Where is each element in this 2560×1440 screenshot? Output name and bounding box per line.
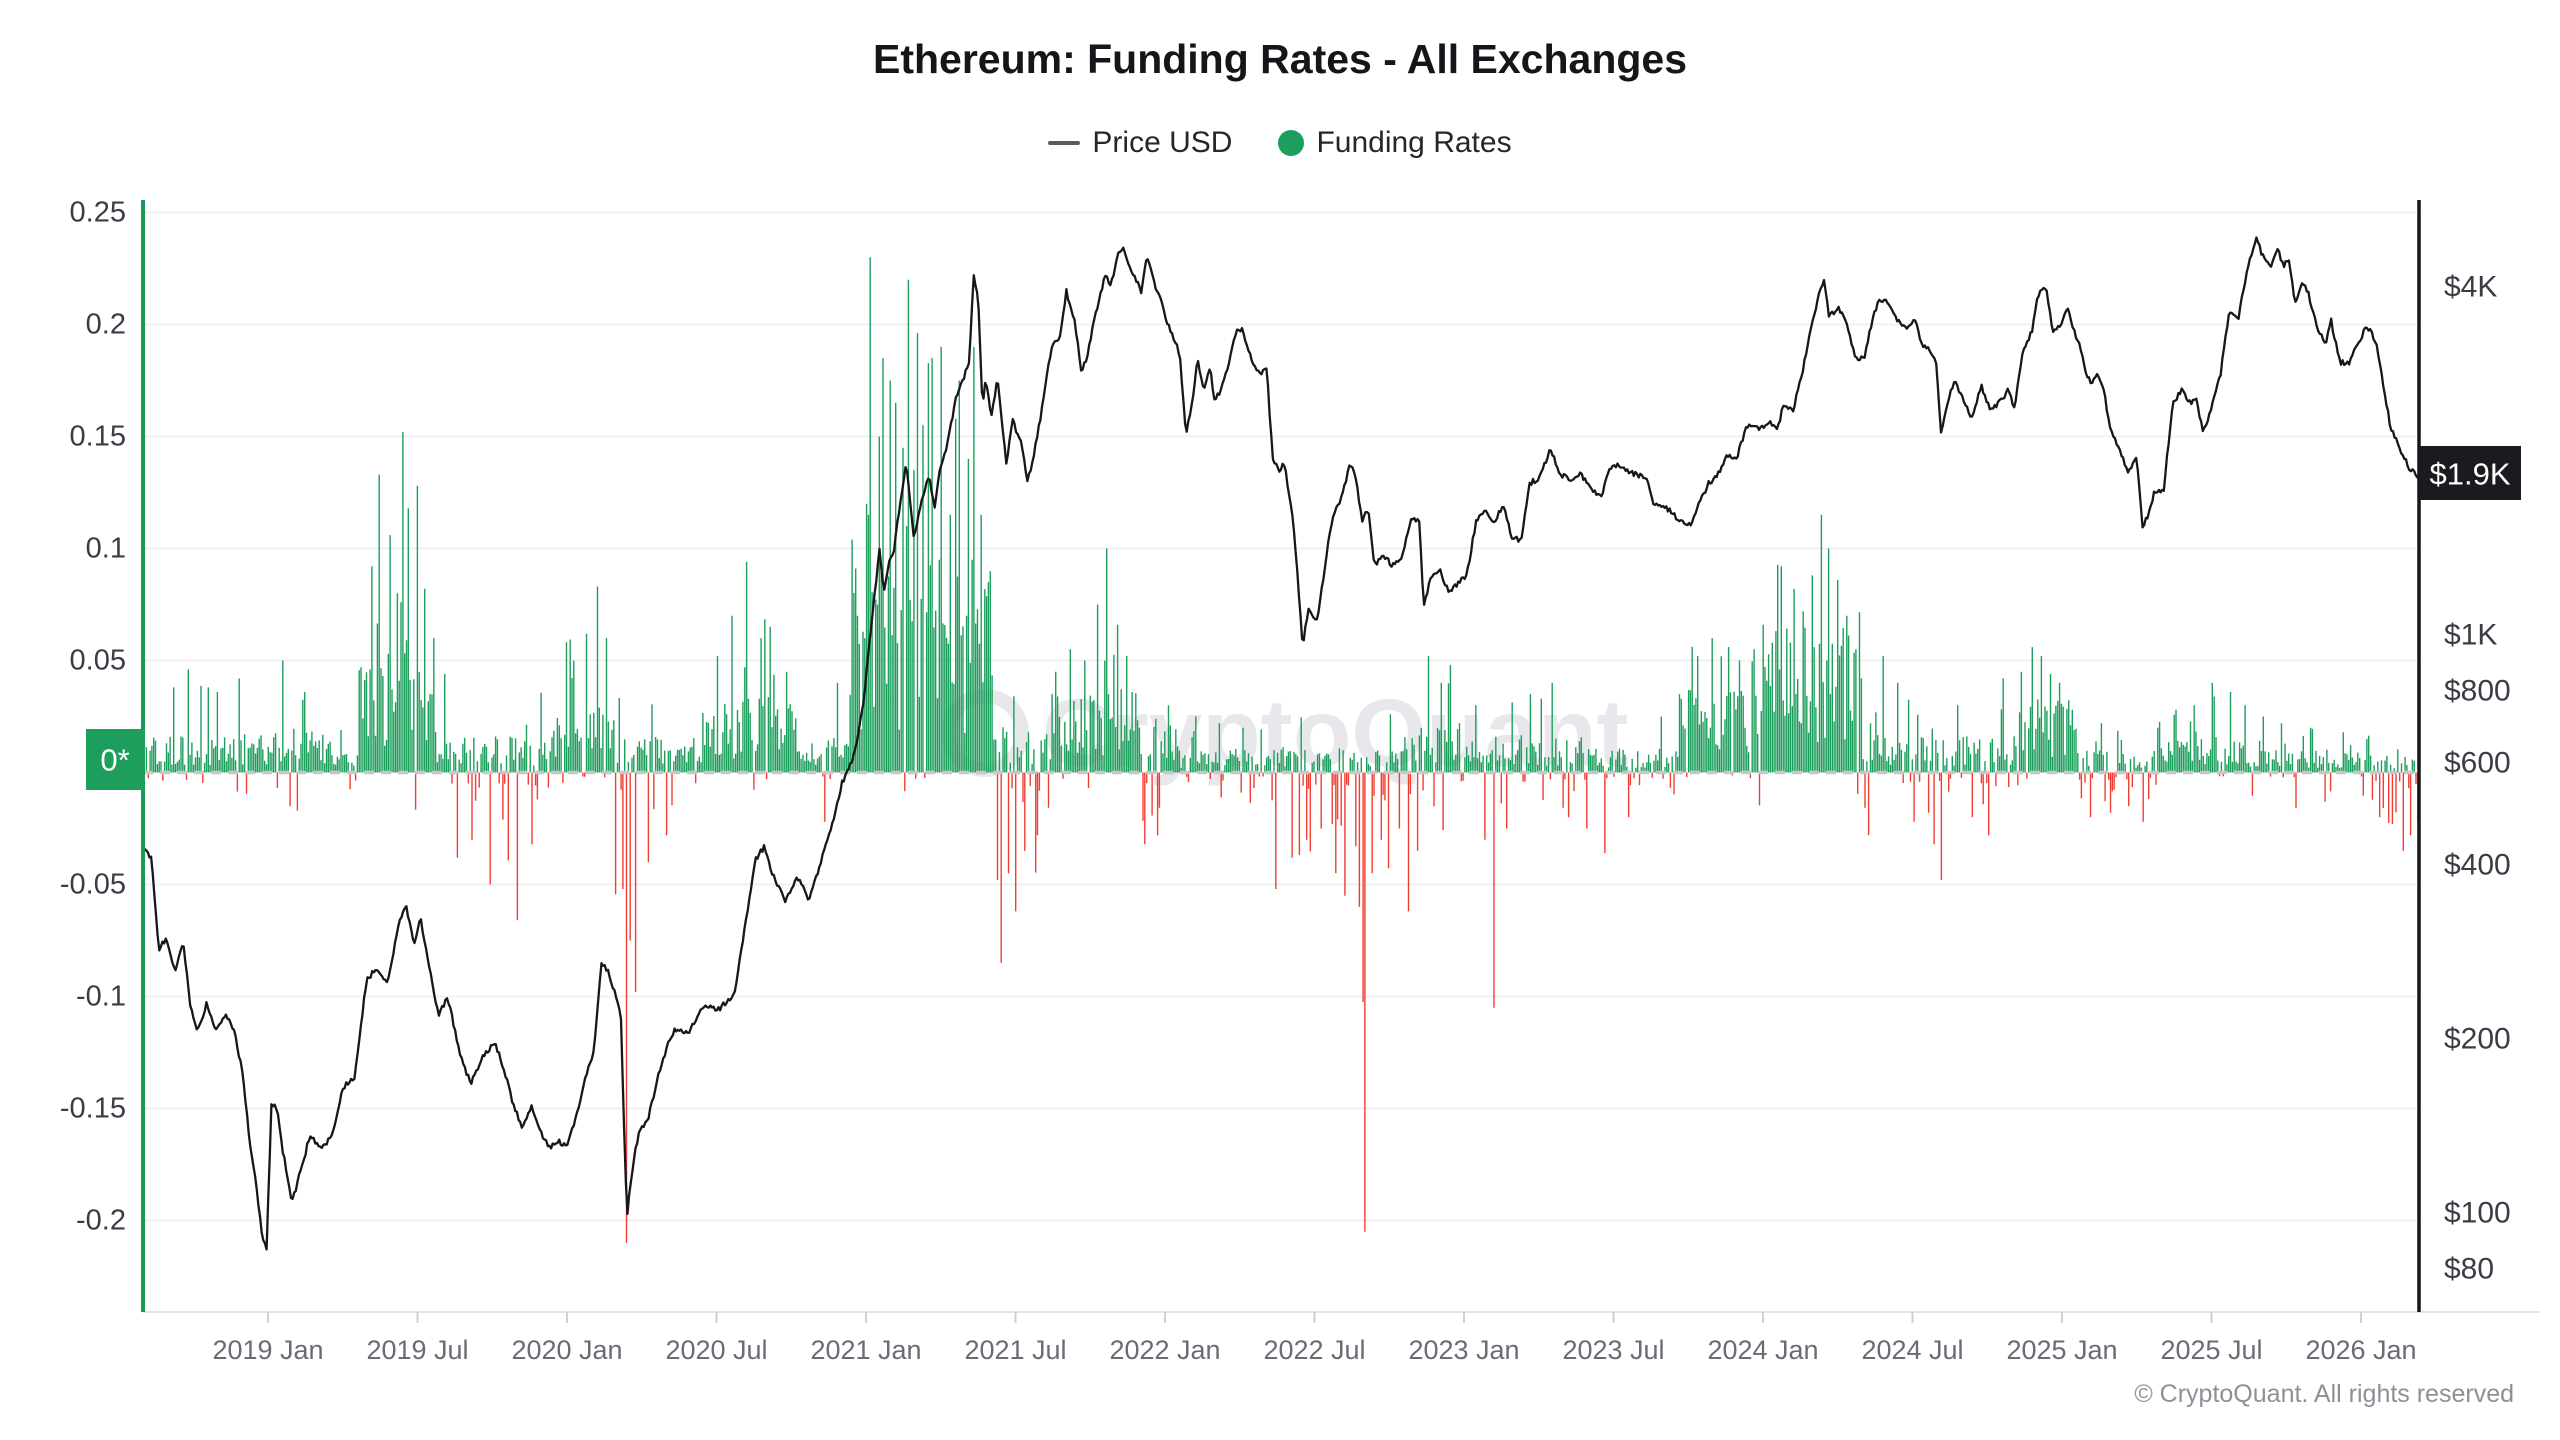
x-axis-tick-label: 2025 Jul <box>2160 1335 2262 1365</box>
x-axis-tick-label: 2022 Jul <box>1263 1335 1365 1365</box>
chart-title: Ethereum: Funding Rates - All Exchanges <box>872 36 1688 82</box>
y-left-tick-label: -0.2 <box>76 1205 126 1237</box>
x-axis-tick-label: 2020 Jul <box>665 1335 767 1365</box>
legend-item-funding-rates[interactable]: Funding Rates <box>1278 126 1512 160</box>
y-left-tick-label: 0.1 <box>86 533 126 565</box>
y-right-tick-label: $1K <box>2444 618 2497 651</box>
y-left-tick-label: -0.05 <box>60 869 126 901</box>
y-left-tick-label: -0.1 <box>76 981 126 1013</box>
x-axis-tick-label: 2020 Jan <box>511 1335 622 1365</box>
last-price-badge <box>2419 445 2521 500</box>
x-axis-tick-label: 2021 Jul <box>964 1335 1066 1365</box>
x-axis-tick-label: 2019 Jul <box>366 1335 468 1365</box>
y-left-tick-label: 0.15 <box>70 421 126 453</box>
y-left-tick-label: -0.15 <box>60 1093 126 1125</box>
legend-label-price-usd: Price USD <box>1092 126 1233 159</box>
y-right-tick-label: $800 <box>2444 674 2511 707</box>
price-usd-line <box>142 236 2420 1251</box>
x-axis-tick-label: 2019 Jan <box>212 1335 323 1365</box>
y-right-tick-label: $400 <box>2444 848 2511 881</box>
y-left-tick-label: 0.25 <box>70 197 126 229</box>
legend: Price USD Funding Rates <box>0 126 2560 160</box>
x-axis-tick-label: 2025 Jan <box>2006 1335 2117 1365</box>
y-right-tick-label: $4K <box>2444 270 2497 303</box>
x-axis-tick-label: 2024 Jul <box>1861 1335 1963 1365</box>
y-left-tick-label: 0.2 <box>86 309 126 341</box>
last-price-badge-label: $1.9K <box>2429 456 2510 491</box>
price-line-marker-icon <box>1048 141 1081 145</box>
x-axis-tick-label: 2022 Jan <box>1109 1335 1220 1365</box>
y-right-tick-label: $100 <box>2444 1196 2511 1229</box>
funding-rates-dot-marker-icon <box>1278 130 1305 156</box>
copyright-footer: © CryptoQuant. All rights reserved <box>2134 1380 2514 1408</box>
zero-badge-label: 0* <box>100 743 129 778</box>
zero-badge <box>86 729 145 790</box>
y-right-tick-label: $600 <box>2444 747 2511 780</box>
x-axis-tick-label: 2023 Jan <box>1408 1335 1519 1365</box>
x-axis-tick-label: 2026 Jan <box>2305 1335 2416 1365</box>
y-left-tick-label: 0.05 <box>70 645 126 677</box>
x-axis-tick-label: 2021 Jan <box>810 1335 921 1365</box>
legend-item-price-usd[interactable]: Price USD <box>1048 126 1232 160</box>
funding-rate-negative-bars <box>147 772 2419 1243</box>
y-right-tick-label: $200 <box>2444 1022 2511 1055</box>
legend-label-funding-rates: Funding Rates <box>1316 126 1512 159</box>
x-axis-tick-label: 2023 Jul <box>1562 1335 1664 1365</box>
x-axis-tick-label: 2024 Jan <box>1707 1335 1818 1365</box>
y-right-tick-label: $80 <box>2444 1252 2494 1285</box>
